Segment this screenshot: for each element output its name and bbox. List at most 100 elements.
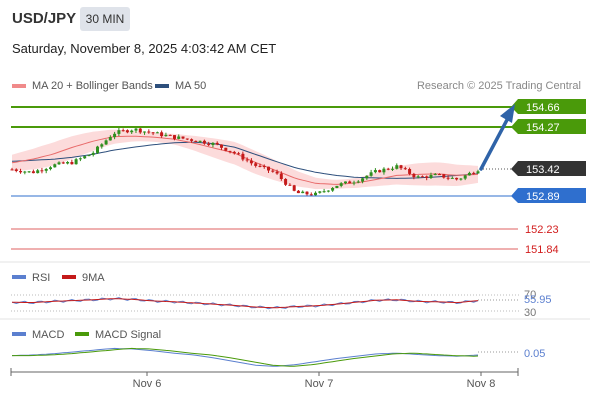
candle-body [365,175,369,179]
candle-body [369,172,373,176]
level-tag-pointer [511,119,518,134]
candle-body [220,144,223,148]
candle-body [202,140,206,144]
x-label-nov7: Nov 7 [305,378,334,390]
candle-body [463,175,467,179]
candle-body [472,172,476,174]
level-tag-last [518,161,586,176]
report-datetime: Saturday, November 8, 2025 4:03:42 AM CE… [12,41,277,56]
macd-lines [11,347,479,367]
macd-signal-line [12,347,479,367]
level-label-support: 152.23 [525,224,559,236]
candle-body [74,159,78,165]
ma20-line [11,135,479,185]
candle-body [275,171,279,174]
candle-body [382,168,386,173]
candle-body [348,181,352,184]
candle-body [61,162,65,164]
level-tag-resistance [518,119,586,134]
candle-body [36,170,40,174]
candle-body [314,192,317,196]
candle-body [104,140,108,145]
candle-body [160,132,164,137]
candle-body [125,130,129,133]
candle-body [339,183,343,186]
candle-body [467,172,471,176]
candle-body [476,171,480,174]
candle-body [378,170,382,173]
x-label-nov6: Nov 6 [133,378,162,390]
candle-body [194,140,198,142]
candle-body [134,128,138,131]
candle-body [100,144,104,147]
candle-body [70,162,74,165]
ma50-swatch [155,84,169,88]
candle-body [181,136,185,139]
candle-body [49,167,52,170]
candle-body [83,156,87,159]
level-label-pivot: 152.89 [526,191,560,203]
rsi-ma-legend-label: 9MA [82,272,105,284]
candle-body [292,185,296,191]
candle-body [241,153,245,160]
candle-body [173,135,176,139]
candle-body [96,146,99,153]
legend-ma50: MA 50 [155,80,206,92]
candle-body [408,169,412,174]
candle-body [450,177,454,179]
candle-body [459,178,463,180]
candle-body [352,182,356,184]
candle-body [31,171,35,174]
rsi-ma-line [11,298,479,309]
level-label-last: 153.42 [526,164,560,176]
candle-body [91,152,95,155]
candle-body [433,174,437,176]
candle-body [224,147,228,151]
candle-body [331,188,335,191]
candle-body [237,153,241,155]
x-axis: Nov 6 Nov 7 Nov 8 [10,368,519,390]
level-tag-pointer [511,188,518,203]
candle-body [395,165,399,169]
candle-body [164,134,168,137]
candle-body [23,171,27,173]
candle-body [262,166,266,167]
candle-body [305,191,309,195]
candle-body [211,142,215,145]
candle-body [361,178,365,182]
candle-body [121,130,125,132]
candle-body [190,139,194,141]
level-tag-pivot [518,188,586,203]
candle-body [284,179,288,185]
candle-body [108,137,112,141]
candle-body [438,174,441,176]
candle-body [155,132,159,134]
legend-ma50-label: MA 50 [175,80,207,92]
timeframe-badge[interactable]: 30 MIN [80,7,130,31]
macd-legend-label: MACD [32,329,64,341]
candle-body [138,128,142,133]
candle-body [254,163,258,166]
legend-ma20-bollinger: MA 20 + Bollinger Bands [12,80,153,92]
candle-body [57,162,61,165]
candle-body [27,171,31,173]
rsi-legend-swatch [12,275,26,279]
candle-body [228,150,232,152]
candle-body [44,169,48,171]
macd-signal-legend-swatch [75,332,89,336]
moving-averages [11,135,479,185]
candle-body [455,177,459,180]
candle-body [151,132,155,134]
macd-line [11,347,479,367]
candle-body [215,142,219,145]
candle-body [87,154,91,157]
rsi-lines [11,297,479,310]
candle-body [40,170,44,172]
candle-body [403,168,407,170]
candlesticks [10,127,480,197]
candle-body [117,130,121,134]
candle-body [53,164,57,168]
candle-body [143,131,146,133]
rsi-line [11,297,479,310]
